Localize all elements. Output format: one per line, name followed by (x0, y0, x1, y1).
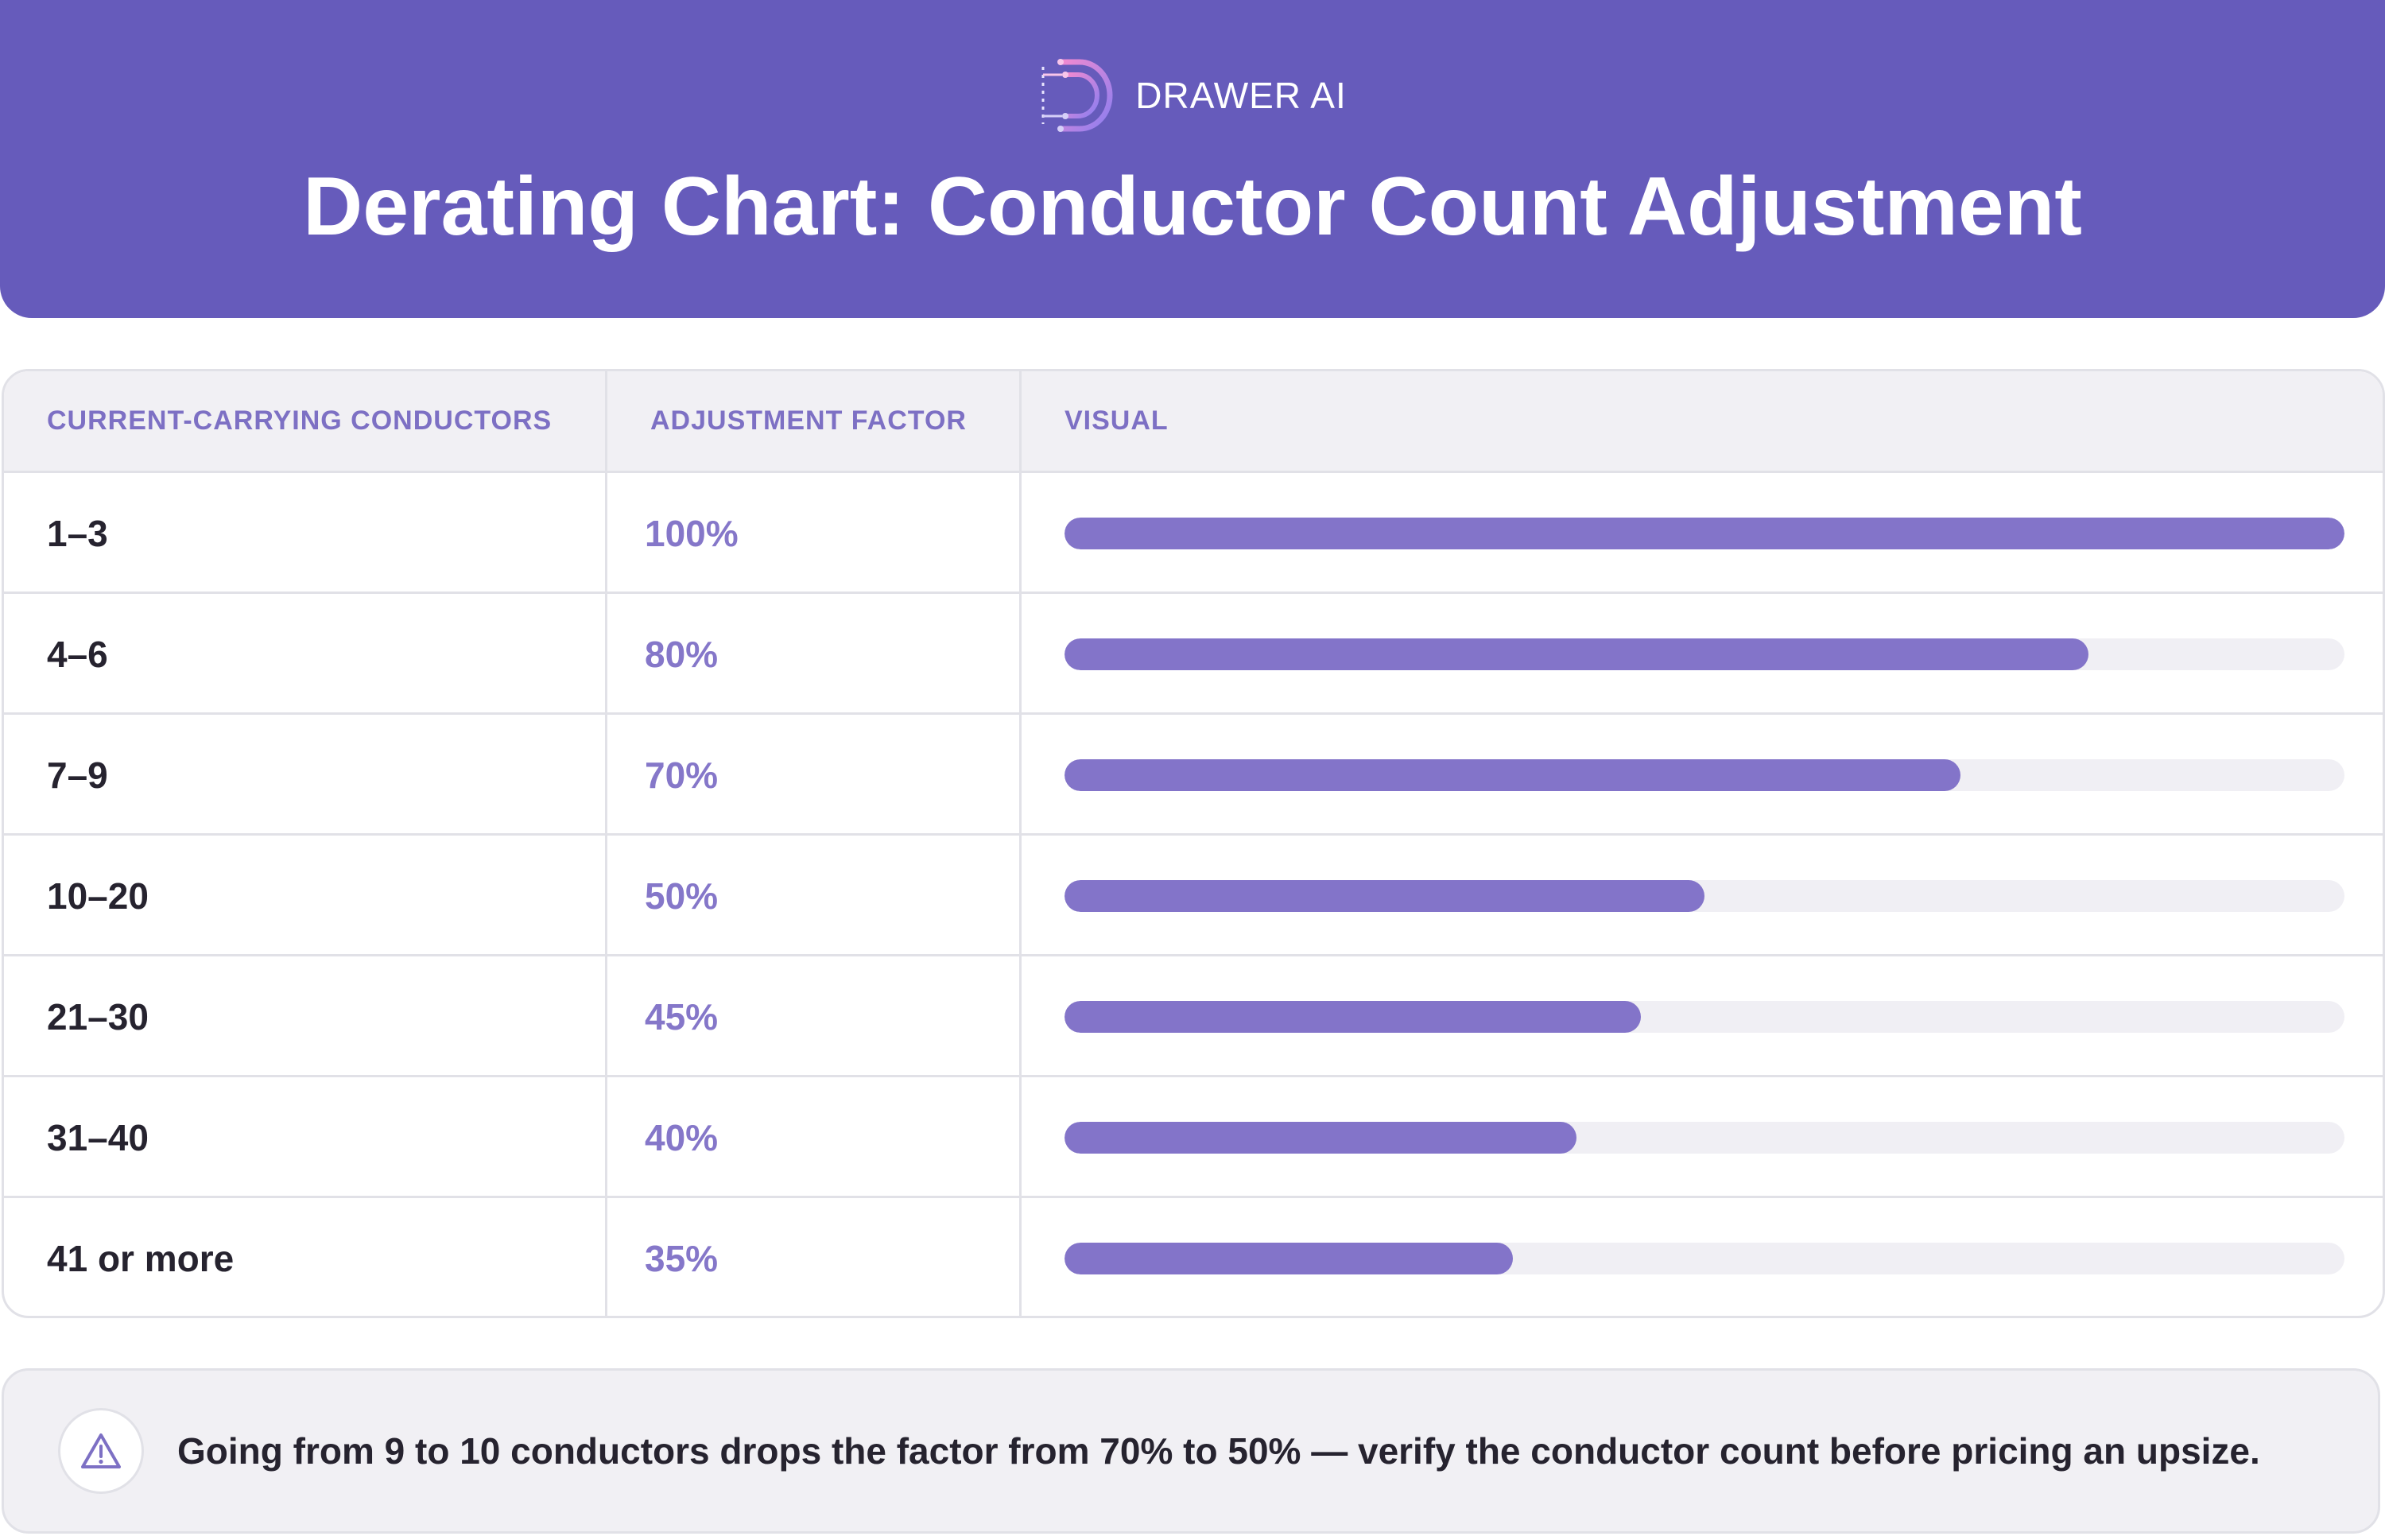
column-divider (605, 371, 607, 1316)
table-header: CURRENT-CARRYING CONDUCTORS ADJUSTMENT F… (4, 371, 2383, 473)
drawer-ai-logo-icon (1041, 59, 1113, 132)
conductor-count: 21–30 (47, 996, 149, 1038)
adjustment-factor: 35% (645, 1238, 719, 1279)
table-row: 31–40 40% (4, 1077, 2383, 1198)
conductor-count: 31–40 (47, 1117, 149, 1158)
bar-track (1065, 759, 2344, 791)
factor-bar (1065, 1122, 1576, 1154)
header-banner: DRAWER AI Derating Chart: Conductor Coun… (0, 0, 2385, 318)
factor-bar (1065, 638, 2088, 670)
factor-bar (1065, 759, 1960, 791)
note-text: Going from 9 to 10 conductors drops the … (177, 1430, 2260, 1472)
adjustment-factor: 80% (645, 634, 719, 675)
table-body: 1–3 100% 4–6 80% 7–9 70% 10–20 50% 21–30 (4, 473, 2383, 1316)
warning-triangle-icon (81, 1433, 121, 1468)
conductor-count: 7–9 (47, 754, 108, 796)
bar-track (1065, 1243, 2344, 1274)
table-row: 21–30 45% (4, 956, 2383, 1077)
factor-bar (1065, 518, 2344, 549)
column-header-conductors: CURRENT-CARRYING CONDUCTORS (47, 405, 553, 436)
bar-track (1065, 880, 2344, 912)
bar-track (1065, 1001, 2344, 1033)
brand: DRAWER AI (0, 56, 2385, 135)
brand-name: DRAWER AI (1135, 75, 1347, 116)
column-divider (1019, 371, 1022, 1316)
adjustment-factor: 50% (645, 875, 719, 917)
table-row: 1–3 100% (4, 473, 2383, 594)
bar-track (1065, 1122, 2344, 1154)
factor-bar (1065, 1243, 1513, 1274)
column-header-visual: VISUAL (1065, 405, 1169, 436)
table-row: 7–9 70% (4, 715, 2383, 836)
derating-table: CURRENT-CARRYING CONDUCTORS ADJUSTMENT F… (2, 369, 2385, 1318)
bar-track (1065, 638, 2344, 670)
table-row: 4–6 80% (4, 594, 2383, 715)
adjustment-factor: 70% (645, 754, 719, 796)
table-row: 41 or more 35% (4, 1198, 2383, 1316)
bar-track (1065, 518, 2344, 549)
adjustment-factor: 100% (645, 513, 739, 554)
conductor-count: 10–20 (47, 875, 149, 917)
warning-icon (58, 1408, 144, 1494)
factor-bar (1065, 880, 1704, 912)
adjustment-factor: 40% (645, 1117, 719, 1158)
adjustment-factor: 45% (645, 996, 719, 1038)
column-header-factor: ADJUSTMENT FACTOR (650, 405, 967, 436)
conductor-count: 41 or more (47, 1238, 235, 1279)
table-row: 10–20 50% (4, 836, 2383, 956)
factor-bar (1065, 1001, 1641, 1033)
conductor-count: 4–6 (47, 634, 108, 675)
page-title: Derating Chart: Conductor Count Adjustme… (303, 161, 2082, 253)
conductor-count: 1–3 (47, 513, 108, 554)
warning-note: Going from 9 to 10 conductors drops the … (2, 1368, 2380, 1534)
